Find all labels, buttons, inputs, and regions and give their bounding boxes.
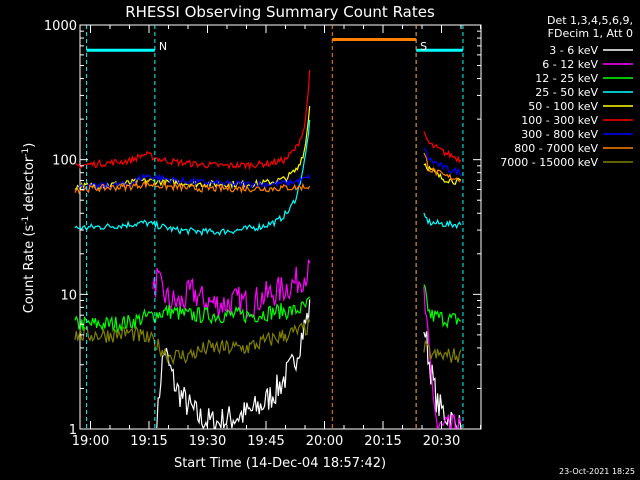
x-tick-label: 19:30 (189, 434, 226, 449)
legend-label: 25 - 50 keV (535, 86, 598, 99)
series-line (74, 316, 311, 366)
legend-label: 7000 - 15000 keV (500, 156, 598, 169)
y-axis-label-sup1: -1 (21, 216, 31, 225)
legend-header-line2: FDecim 1, Att 0 (548, 27, 633, 40)
y-axis-label-part2: detector (22, 156, 37, 216)
x-tick-label: 20:00 (306, 434, 343, 449)
y-axis-label-sup2: -1 (21, 148, 31, 157)
legend-label: 300 - 800 keV (521, 128, 598, 141)
legend-label: 12 - 25 keV (535, 72, 598, 85)
chart-title: RHESSI Observing Summary Count Rates (125, 3, 435, 21)
footer-timestamp: 23-Oct-2021 18:25 (559, 467, 635, 476)
legend-label: 800 - 7000 keV (514, 142, 598, 155)
x-axis-label: Start Time (14-Dec-04 18:57:42) (174, 456, 386, 471)
y-tick-label: 100 (52, 154, 77, 169)
y-tick-label: 10 (60, 288, 77, 303)
x-axis: 19:00 19:15 19:30 19:45 20:00 20:15 20:30 (72, 25, 481, 449)
series-line (74, 173, 311, 192)
legend-header-line1: Det 1,3,4,5,6,9, (547, 14, 633, 27)
series-line (156, 299, 311, 430)
series-line (74, 179, 311, 195)
series-line (152, 259, 311, 319)
series-line (423, 212, 462, 230)
flag-label: N (159, 40, 167, 53)
series-line (423, 131, 462, 164)
y-axis: 1 10 100 1000 (44, 19, 481, 438)
legend: Det 1,3,4,5,6,9, FDecim 1, Att 0 3 - 6 k… (500, 14, 633, 169)
legend-label: 6 - 12 keV (542, 58, 598, 71)
x-tick-label: 19:15 (130, 434, 167, 449)
x-tick-label: 19:00 (72, 434, 109, 449)
series-line (74, 296, 311, 334)
legend-label: 3 - 6 keV (549, 44, 598, 57)
series-line (423, 286, 462, 430)
series-line (74, 69, 311, 171)
legend-label: 100 - 300 keV (521, 114, 598, 127)
series-line (423, 339, 462, 363)
series-line (423, 152, 462, 183)
y-tick-label: 1 (69, 423, 77, 438)
y-axis-label-part3: ) (22, 143, 37, 148)
series-line (74, 119, 311, 237)
x-tick-label: 20:15 (364, 434, 401, 449)
flag-label: S (420, 40, 427, 53)
legend-label: 50 - 100 keV (528, 100, 598, 113)
y-axis-label-part1: Count Rate (s (22, 225, 37, 314)
series-line (423, 148, 462, 176)
x-tick-label: 19:45 (247, 434, 284, 449)
y-axis-label: Count Rate (s-1 detector-1) (21, 143, 37, 314)
series-line (423, 284, 462, 329)
y-tick-label: 1000 (44, 19, 77, 34)
series-line (423, 163, 462, 185)
x-tick-label: 20:30 (423, 434, 460, 449)
plot-frame (79, 24, 482, 430)
